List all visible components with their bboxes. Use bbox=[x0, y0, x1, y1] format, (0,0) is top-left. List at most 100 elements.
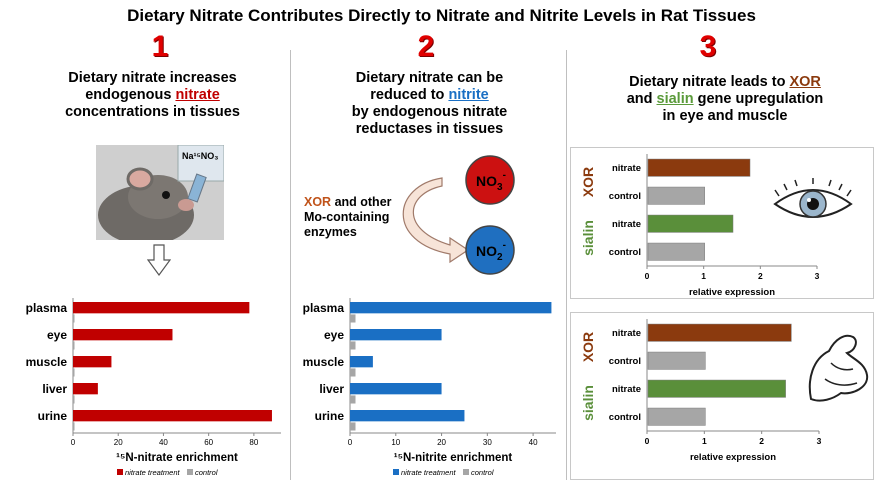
nitrate-reduction-diagram: NO3- NO2- XOR and other Mo-containing en… bbox=[304, 155, 515, 275]
enzyme-label-line3: enzymes bbox=[304, 225, 357, 239]
column-divider-1 bbox=[290, 50, 291, 480]
rat-eye bbox=[162, 191, 170, 199]
x-tick-label: 10 bbox=[391, 438, 400, 447]
category-label: control bbox=[609, 356, 641, 367]
x-tick-label: 1 bbox=[702, 436, 707, 446]
category-label: nitrate bbox=[612, 328, 641, 339]
gene-group-label: sialin bbox=[580, 385, 596, 421]
bar-control bbox=[73, 395, 75, 404]
category-label: urine bbox=[315, 409, 345, 423]
panel-1-number: 1 bbox=[151, 30, 169, 63]
bottle-label: Na¹⁵NO₃ bbox=[182, 151, 218, 161]
category-label: nitrate bbox=[612, 163, 641, 174]
caption-sialin-highlight: sialin bbox=[656, 91, 694, 107]
panel-1-caption: Dietary nitrate increases endogenous nit… bbox=[20, 70, 285, 121]
x-tick-label: 0 bbox=[71, 438, 76, 447]
muscle-expression-panel: nitrate control nitrate control XOR sialin 0 1 2… bbox=[570, 312, 874, 480]
legend-swatch bbox=[187, 469, 193, 475]
legend-swatch bbox=[393, 469, 399, 475]
nitrate-molecule-circle bbox=[465, 155, 515, 205]
x-tick-label: 0 bbox=[645, 271, 650, 281]
down-arrow-icon bbox=[147, 244, 171, 276]
category-label: liver bbox=[319, 382, 344, 396]
bar-control bbox=[73, 314, 75, 323]
x-tick-label: 2 bbox=[758, 271, 763, 281]
bar-control bbox=[350, 368, 356, 377]
enzyme-label-line2: Mo-containing bbox=[304, 210, 389, 224]
category-label: plasma bbox=[303, 301, 345, 315]
no3-label: NO3- bbox=[476, 170, 506, 193]
expression-bar bbox=[647, 214, 734, 233]
category-label: urine bbox=[38, 409, 68, 423]
category-label: eye bbox=[47, 328, 67, 342]
category-label: plasma bbox=[26, 301, 68, 315]
bar-control bbox=[73, 341, 75, 350]
expression-bar bbox=[647, 158, 751, 177]
enzyme-label-line1: XOR and other bbox=[304, 195, 392, 209]
flexed-arm-muscle-icon bbox=[808, 334, 869, 402]
bar-control bbox=[350, 314, 356, 323]
legend-swatch bbox=[463, 469, 469, 475]
x-tick-label: 20 bbox=[437, 438, 446, 447]
panel-2-caption-line2: reduced to nitrite bbox=[297, 87, 562, 104]
legend-label: nitrate treatment bbox=[125, 468, 181, 477]
chart-eye-expression: nitrate control nitrate control XOR sialin 0 1 2… bbox=[580, 154, 853, 298]
bar-treatment bbox=[73, 302, 250, 314]
bar-treatment bbox=[73, 383, 98, 395]
bar-treatment bbox=[350, 302, 552, 314]
page-title: Dietary Nitrate Contributes Directly to … bbox=[127, 6, 756, 25]
bar-treatment bbox=[350, 410, 465, 422]
category-label: control bbox=[609, 247, 641, 258]
chart-muscle-expression: nitrate control nitrate control XOR sialin 0 1 2… bbox=[580, 319, 869, 463]
caption-xor-highlight: XOR bbox=[789, 74, 821, 90]
expression-bar bbox=[647, 379, 786, 398]
column-divider-2 bbox=[566, 50, 567, 480]
bar-control bbox=[350, 341, 356, 350]
panel-1-caption-line2: endogenous nitrate bbox=[20, 87, 285, 104]
reduction-arrow-icon bbox=[402, 177, 470, 264]
category-label: nitrate bbox=[612, 384, 641, 395]
rat-drinking-illustration: Na¹⁵NO₃ bbox=[96, 145, 224, 240]
panel-3-number: 3 bbox=[699, 30, 717, 63]
panel-3-caption: Dietary nitrate leads to XOR and sialin … bbox=[570, 74, 880, 125]
eye-icon bbox=[773, 178, 853, 218]
panel-1-caption-line1: Dietary nitrate increases bbox=[68, 70, 237, 86]
bar-treatment bbox=[350, 356, 373, 368]
x-tick-label: 80 bbox=[249, 438, 258, 447]
caption-text: and bbox=[626, 91, 657, 107]
bottle-spout bbox=[187, 173, 207, 203]
bar-control bbox=[350, 395, 356, 404]
x-tick-label: 1 bbox=[701, 271, 706, 281]
x-tick-label: 3 bbox=[815, 271, 820, 281]
x-axis-label: relative expression bbox=[690, 452, 776, 463]
category-label: eye bbox=[324, 328, 344, 342]
category-label: control bbox=[609, 191, 641, 202]
expression-bar bbox=[647, 186, 705, 205]
caption-text: Dietary nitrate leads to bbox=[629, 74, 790, 90]
rat-ear bbox=[126, 167, 154, 191]
bar-treatment bbox=[73, 410, 272, 422]
chart-nitrate-enrichment: plasma eye muscle liver urine 0 20 40 60 80 ¹⁵N-ni… bbox=[26, 298, 281, 477]
category-label: muscle bbox=[26, 355, 68, 369]
bar-control bbox=[350, 422, 356, 431]
category-label: nitrate bbox=[612, 219, 641, 230]
x-axis-label: ¹⁵N-nitrate enrichment bbox=[116, 452, 238, 464]
bar-control bbox=[73, 368, 75, 377]
caption-text: endogenous bbox=[85, 87, 176, 103]
expression-bar bbox=[647, 351, 706, 370]
panel-2-number: 2 bbox=[417, 30, 435, 63]
legend-swatch bbox=[117, 469, 123, 475]
expression-bar bbox=[647, 323, 792, 342]
category-label: control bbox=[609, 412, 641, 423]
x-tick-label: 3 bbox=[817, 436, 822, 446]
x-tick-label: 0 bbox=[348, 438, 353, 447]
no2-label: NO2- bbox=[476, 240, 506, 263]
category-label: liver bbox=[42, 382, 67, 396]
eye-expression-panel: nitrate control nitrate control XOR sialin 0 1 2… bbox=[570, 147, 874, 299]
legend-label: control bbox=[471, 468, 494, 477]
caption-nitrate-highlight: nitrate bbox=[175, 87, 220, 103]
caption-text: gene upregulation bbox=[693, 91, 824, 107]
panel-1-caption-line3: concentrations in tissues bbox=[65, 104, 240, 120]
x-axis-label: ¹⁵N-nitrite enrichment bbox=[394, 452, 513, 464]
panel-2-caption-line3: by endogenous nitrate bbox=[351, 104, 508, 120]
